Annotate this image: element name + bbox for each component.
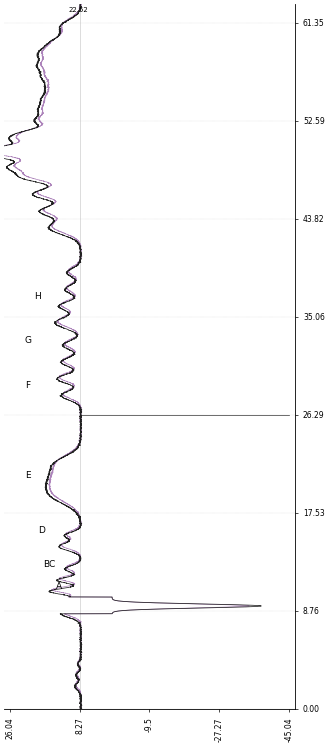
Text: BC: BC — [43, 560, 55, 569]
Text: D: D — [38, 527, 45, 536]
Text: H: H — [34, 292, 41, 301]
Text: A: A — [56, 583, 62, 592]
Text: E: E — [25, 471, 31, 480]
Text: F: F — [25, 381, 30, 390]
Text: 22.52: 22.52 — [69, 7, 89, 13]
Text: G: G — [24, 336, 31, 345]
